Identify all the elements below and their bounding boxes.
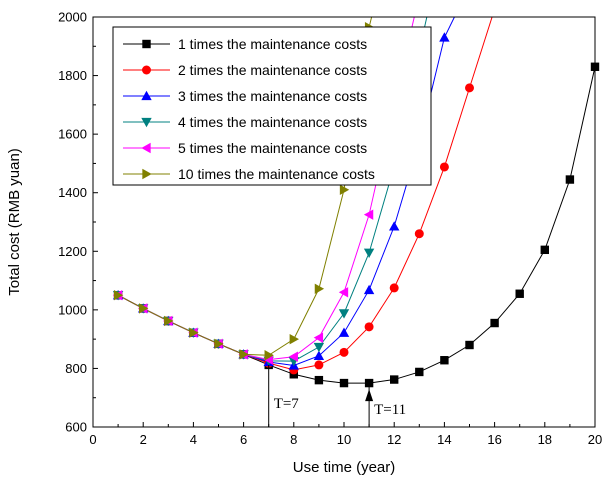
data-point-series-6 [289, 333, 299, 345]
data-point-series-3 [338, 327, 350, 337]
x-tick-label: 18 [538, 432, 552, 447]
y-tick-label: 2000 [58, 10, 87, 25]
plot-frame [92, 16, 596, 428]
data-point-series-6 [239, 349, 249, 360]
legend-label: 4 times the maintenance costs [178, 114, 367, 130]
data-point-series-5 [338, 287, 349, 298]
legend-marker [141, 90, 152, 101]
data-point-series-1 [314, 375, 324, 385]
data-point-series-6 [164, 315, 174, 327]
data-point-series-4 [363, 248, 375, 258]
data-point-series-1 [364, 378, 374, 388]
data-point-series-1 [415, 367, 424, 377]
x-tick-label: 10 [337, 432, 351, 447]
data-point-series-5 [288, 351, 298, 362]
data-point-series-6 [264, 350, 274, 361]
legend-marker [141, 142, 151, 154]
data-point-series-1 [339, 378, 349, 388]
data-point-series-1 [440, 356, 449, 365]
data-point-series-1 [515, 289, 524, 298]
x-tick-label: 6 [240, 432, 247, 447]
data-point-series-2 [439, 162, 449, 172]
data-point-series-1 [390, 375, 399, 384]
legend-marker [142, 39, 151, 49]
data-point-series-2 [314, 360, 324, 370]
legend-marker [142, 65, 151, 75]
legend-label: 2 times the maintenance costs [178, 62, 367, 78]
legend-label: 10 times the maintenance costs [178, 166, 375, 182]
y-tick-label: 1200 [58, 244, 87, 259]
data-point-series-2 [389, 283, 399, 293]
data-point-series-1 [565, 175, 575, 184]
y-tick-label: 1600 [58, 127, 87, 142]
data-point-series-2 [465, 83, 474, 93]
data-point-series-3 [363, 284, 375, 295]
data-point-series-5 [313, 332, 324, 343]
data-point-series-6 [139, 303, 149, 314]
legend-box [112, 26, 432, 186]
x-tick-label: 16 [487, 432, 501, 447]
data-point-series-2 [364, 322, 374, 332]
legend-label: 5 times the maintenance costs [178, 140, 367, 156]
x-axis-title: Use time (year) [293, 459, 396, 476]
legend-label: 1 times the maintenance costs [178, 36, 367, 52]
data-point-series-6 [189, 327, 199, 338]
data-point-series-6 [339, 184, 350, 195]
data-point-series-1 [465, 340, 474, 350]
y-tick-label: 1000 [58, 302, 87, 317]
data-point-series-4 [313, 342, 325, 353]
y-tick-label: 1800 [58, 68, 87, 83]
data-point-series-4 [338, 309, 350, 319]
data-point-series-6 [314, 283, 325, 294]
x-tick-label: 12 [387, 432, 401, 447]
data-point-series-3 [439, 32, 450, 42]
data-point-series-1 [490, 318, 499, 328]
data-point-series-5 [363, 209, 374, 220]
x-tick-label: 20 [588, 432, 602, 447]
data-point-series-3 [313, 350, 325, 360]
data-point-series-2 [339, 347, 349, 357]
y-axis-title: Total cost (RMB yuan) [6, 148, 23, 296]
x-tick-label: 0 [89, 432, 96, 447]
x-tick-label: 8 [290, 432, 297, 447]
legend-marker [141, 117, 152, 128]
legend-marker [142, 168, 152, 180]
annotation-arrow [365, 389, 374, 402]
annotation-label: T=11 [374, 402, 406, 418]
annotations: T=7 T=11 [268, 364, 406, 427]
data-point-series-1 [540, 245, 549, 255]
data-point-series-2 [414, 229, 424, 239]
legend: 1 times the maintenance costs 2 times the… [112, 26, 432, 186]
y-tick-label: 1400 [58, 185, 87, 200]
legend-label: 3 times the maintenance costs [178, 88, 367, 104]
y-tick-label: 600 [65, 420, 87, 435]
data-point-series-6 [113, 290, 124, 301]
x-tick-label: 2 [140, 432, 147, 447]
x-tick-label: 4 [190, 432, 197, 447]
y-tick-label: 800 [65, 361, 87, 376]
data-point-series-3 [389, 221, 400, 231]
data-point-series-6 [214, 338, 224, 350]
x-tick-label: 14 [437, 432, 451, 447]
annotation-label: T=7 [274, 396, 300, 412]
